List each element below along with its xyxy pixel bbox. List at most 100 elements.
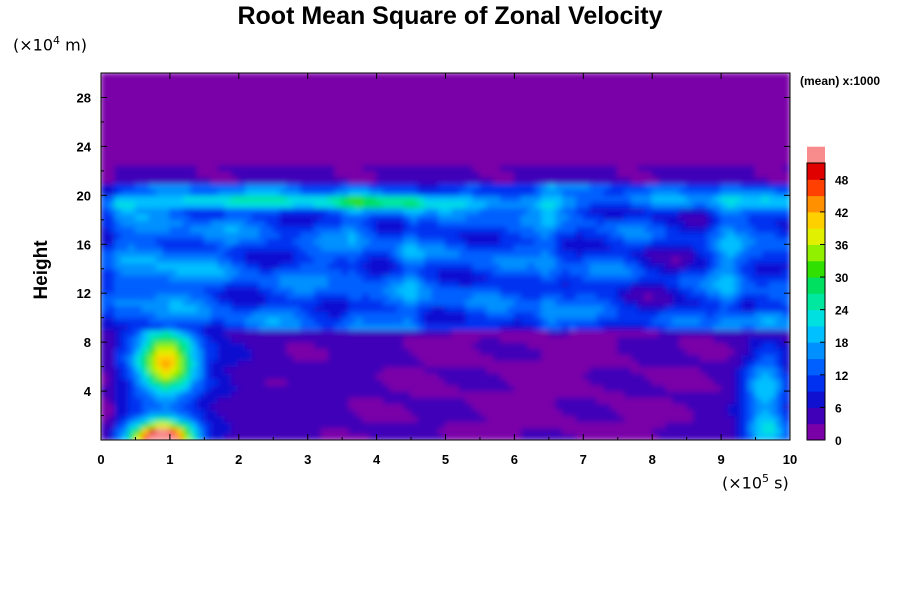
heatmap-cell bbox=[265, 262, 274, 270]
heatmap-cell bbox=[121, 133, 130, 141]
heatmap-cell bbox=[169, 243, 178, 251]
heatmap-cell bbox=[238, 427, 247, 435]
heatmap-cell bbox=[403, 225, 412, 233]
heatmap-cell bbox=[589, 408, 598, 417]
heatmap-cell bbox=[320, 164, 329, 172]
heatmap-cell bbox=[692, 427, 702, 435]
heatmap-cell bbox=[341, 206, 350, 215]
heatmap-cell bbox=[451, 329, 460, 337]
heatmap-cell bbox=[686, 286, 695, 294]
heatmap-cell bbox=[500, 280, 509, 288]
heatmap-cell bbox=[451, 139, 460, 147]
heatmap-cell bbox=[727, 219, 736, 227]
heatmap-cell bbox=[245, 304, 254, 313]
heatmap-cell bbox=[238, 304, 247, 313]
heatmap-cell bbox=[782, 182, 790, 190]
heatmap-cell bbox=[630, 366, 640, 374]
heatmap-cell bbox=[575, 249, 584, 258]
heatmap-cell bbox=[679, 249, 688, 258]
heatmap-cell bbox=[589, 310, 598, 319]
heatmap-cell bbox=[127, 378, 137, 386]
heatmap-cell bbox=[727, 347, 736, 355]
heatmap-cell bbox=[148, 200, 157, 209]
heatmap-cell bbox=[162, 372, 171, 380]
heatmap-cell bbox=[582, 378, 591, 386]
heatmap-cell bbox=[121, 335, 130, 343]
heatmap-cell bbox=[727, 390, 736, 398]
heatmap-cell bbox=[176, 353, 185, 362]
heatmap-cell bbox=[155, 243, 164, 251]
heatmap-cell bbox=[768, 408, 777, 417]
heatmap-cell bbox=[658, 402, 667, 411]
heatmap-cell bbox=[341, 231, 350, 239]
heatmap-cell bbox=[768, 188, 777, 196]
heatmap-cell bbox=[630, 378, 640, 386]
heatmap-cell bbox=[686, 262, 695, 270]
heatmap-cell bbox=[472, 378, 481, 386]
heatmap-cell bbox=[300, 255, 309, 264]
heatmap-cell bbox=[520, 317, 529, 325]
heatmap-cell bbox=[672, 158, 681, 166]
heatmap-cell bbox=[548, 341, 557, 349]
heatmap-cell bbox=[568, 353, 578, 362]
heatmap-cell bbox=[500, 206, 509, 215]
heatmap-cell bbox=[589, 200, 598, 209]
heatmap-cell bbox=[589, 353, 598, 362]
heatmap-cell bbox=[754, 433, 764, 440]
heatmap-cell bbox=[376, 427, 385, 435]
heatmap-cell bbox=[155, 145, 164, 154]
heatmap-cell bbox=[458, 341, 467, 349]
heatmap-cell bbox=[431, 353, 440, 362]
heatmap-cell bbox=[775, 390, 784, 398]
heatmap-cell bbox=[472, 262, 481, 270]
heatmap-cell bbox=[431, 213, 440, 221]
heatmap-cell bbox=[224, 366, 233, 374]
heatmap-cell bbox=[141, 262, 150, 270]
heatmap-cell bbox=[665, 139, 674, 147]
heatmap-cell bbox=[651, 323, 660, 331]
heatmap-cell bbox=[101, 402, 109, 411]
heatmap-cell bbox=[300, 243, 309, 251]
heatmap-cell bbox=[362, 304, 371, 313]
heatmap-cell bbox=[479, 433, 488, 440]
heatmap-cell bbox=[734, 164, 743, 172]
heatmap-cell bbox=[548, 188, 557, 196]
heatmap-cell bbox=[637, 317, 646, 325]
heatmap-cell bbox=[754, 384, 764, 392]
heatmap-cell bbox=[101, 421, 109, 429]
heatmap-cell bbox=[148, 292, 157, 300]
heatmap-cell bbox=[610, 182, 619, 190]
heatmap-cell bbox=[458, 298, 467, 307]
heatmap-cell bbox=[148, 262, 157, 270]
heatmap-cell bbox=[169, 329, 178, 337]
heatmap-cell bbox=[238, 317, 247, 325]
heatmap-cell bbox=[651, 237, 660, 245]
heatmap-cell bbox=[513, 133, 522, 141]
heatmap-cell bbox=[775, 408, 784, 417]
heatmap-cell bbox=[162, 359, 171, 368]
heatmap-cell bbox=[141, 353, 150, 362]
heatmap-cell bbox=[300, 200, 309, 209]
heatmap-cell bbox=[334, 341, 343, 349]
heatmap-cell bbox=[562, 133, 571, 141]
heatmap-cell bbox=[438, 164, 447, 172]
heatmap-cell bbox=[155, 200, 164, 209]
heatmap-cell bbox=[768, 396, 777, 404]
heatmap-cell bbox=[245, 268, 254, 276]
heatmap-cell bbox=[217, 219, 226, 227]
heatmap-cell bbox=[341, 182, 350, 190]
heatmap-cell bbox=[637, 151, 646, 160]
heatmap-cell bbox=[121, 390, 130, 398]
heatmap-cell bbox=[541, 341, 550, 349]
heatmap-cell bbox=[313, 427, 323, 435]
heatmap-cell bbox=[431, 194, 440, 203]
heatmap-cell bbox=[748, 164, 757, 172]
heatmap-cell bbox=[658, 396, 667, 404]
heatmap-cell bbox=[389, 158, 398, 166]
heatmap-cell bbox=[272, 384, 281, 392]
heatmap-cell bbox=[265, 274, 274, 282]
heatmap-cell bbox=[189, 158, 199, 166]
heatmap-cell bbox=[706, 139, 715, 147]
heatmap-cell bbox=[596, 427, 605, 435]
heatmap-cell bbox=[665, 384, 674, 392]
